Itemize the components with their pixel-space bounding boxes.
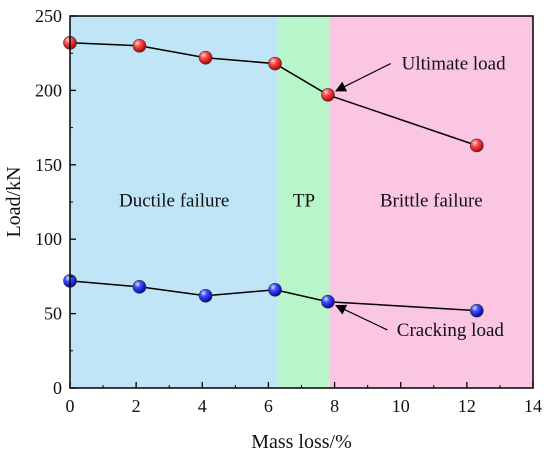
annotation-label-cracking-load: Cracking load <box>397 320 505 341</box>
x-tick-label: 6 <box>264 396 273 416</box>
axis-ticks: 0 2 4 6 8 10 12 14 0 50 100 150 200 250 <box>35 6 542 416</box>
region-label-brittle-failure: Brittle failure <box>380 190 483 211</box>
series-line-cracking-load <box>69 280 477 312</box>
data-point-ultimate-load <box>198 50 213 65</box>
data-point-ultimate-load <box>132 38 147 53</box>
x-tick-label: 10 <box>392 396 410 416</box>
annotation-label-ultimate-load: Ultimate load <box>402 54 506 75</box>
data-point-cracking-load <box>132 280 147 294</box>
x-tick-label: 4 <box>198 396 207 416</box>
series-points <box>63 35 484 318</box>
data-point-cracking-load <box>321 294 335 309</box>
data-point-cracking-load <box>469 303 484 318</box>
y-tick-label: 0 <box>53 378 62 398</box>
region-label-ductile-failure: Ductile failure <box>119 190 229 211</box>
y-axis-title: Load/kN <box>3 166 25 237</box>
annotations: Ultimate load Cracking load <box>335 54 506 341</box>
y-tick-label: 250 <box>35 6 62 26</box>
x-tick-label: 2 <box>132 396 141 416</box>
region-label-tp: TP <box>293 190 315 211</box>
series-lines <box>69 42 478 312</box>
region-ductile-failure <box>70 16 279 388</box>
data-point-cracking-load <box>198 288 213 303</box>
y-tick-label: 100 <box>35 229 62 249</box>
data-point-ultimate-load <box>268 56 282 71</box>
y-tick-label: 200 <box>35 80 62 100</box>
region-brittle-failure <box>329 16 533 388</box>
data-point-ultimate-load <box>469 138 484 153</box>
y-tick-label: 150 <box>35 155 62 175</box>
series-line-ultimate-load <box>69 42 478 147</box>
region-tp <box>278 16 330 388</box>
data-point-cracking-load <box>268 282 282 297</box>
y-tick-label: 50 <box>44 304 62 324</box>
failure-regions: Ductile failure TP Brittle failure <box>70 16 533 388</box>
data-point-ultimate-load <box>321 88 335 102</box>
x-axis-title: Mass loss/% <box>251 431 352 453</box>
x-tick-label: 14 <box>524 396 542 416</box>
x-tick-label: 12 <box>458 396 476 416</box>
x-tick-label: 8 <box>330 396 339 416</box>
annotation-arrow-cracking-load <box>335 304 388 331</box>
annotation-arrow-ultimate-load <box>335 63 391 92</box>
x-tick-label: 0 <box>66 396 75 416</box>
